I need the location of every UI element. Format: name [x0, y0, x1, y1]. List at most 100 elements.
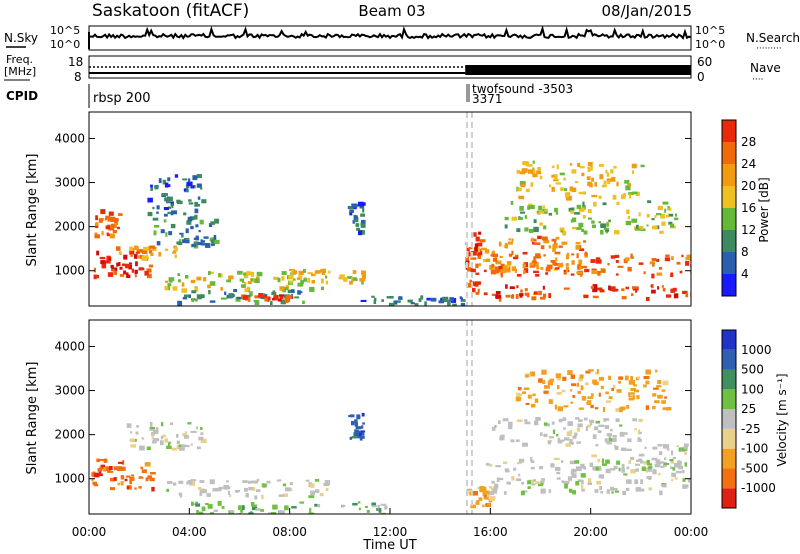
velocity-cell-4-18	[351, 420, 355, 426]
power-cell-12-77	[547, 265, 551, 269]
power-cell-8-10	[298, 270, 304, 275]
velocity-cell-1-15	[149, 427, 155, 431]
power-cell-14-39	[533, 291, 538, 295]
power-cell-4-38	[188, 178, 191, 183]
power-cell-16-77	[591, 194, 598, 198]
velocity-cell-8-7	[579, 374, 584, 379]
velocity-cell-8-91	[534, 398, 539, 403]
velocity-cell-6-43	[676, 470, 682, 474]
power-cell-13-50	[685, 256, 691, 260]
velocity-cell-2-39	[255, 489, 261, 492]
velocity-cell-0-19	[118, 461, 124, 464]
velocity-cell-2-34	[314, 479, 320, 482]
velocity-cell-8-83	[656, 385, 662, 388]
power-cell-14-54	[511, 295, 515, 299]
velocity-cell-1-3	[200, 438, 207, 444]
power-cell-13-58	[503, 266, 507, 271]
velocity-cell-6-42	[623, 473, 628, 476]
power-cell-4-28	[166, 200, 171, 204]
power-cell-9-8	[349, 206, 354, 210]
velocity-cell-0-13	[147, 475, 152, 480]
power-cbar-swatch-3	[722, 208, 736, 230]
power-cell-16-63	[587, 167, 591, 172]
velocity-cell-6-1	[635, 487, 641, 492]
power-cell-6-42	[302, 300, 305, 304]
velocity-cell-3-34	[291, 506, 297, 509]
velocity-cell-1-11	[200, 432, 204, 436]
power-cell-15-57	[600, 223, 607, 228]
velocity-cell-3-40	[268, 512, 273, 514]
power-cell-7-23	[264, 297, 268, 302]
power-cell-9-25	[360, 213, 365, 217]
power-cell-3-40	[213, 234, 217, 240]
velocity-cell-6-97	[575, 481, 580, 486]
power-cell-15-15	[583, 230, 588, 235]
velocity-cell-0-43	[113, 477, 117, 481]
power-cell-6-7	[209, 300, 216, 303]
power-cell-16-19	[613, 165, 617, 169]
velocity-cell-0-37	[144, 462, 151, 467]
power-cell-10-24	[420, 295, 424, 300]
velocity-cell-3-53	[371, 505, 377, 508]
power-cell-4-14	[174, 174, 179, 178]
velocity-cell-6-94	[616, 460, 620, 465]
velocity-cell-2-32	[212, 488, 218, 492]
power-cell-13-67	[550, 260, 556, 263]
power-cell-16-83	[552, 179, 559, 182]
velocity-ytick-label-1: 2000	[54, 428, 85, 442]
velocity-cell-3-56	[251, 504, 257, 507]
power-cell-13-84	[570, 273, 575, 276]
velocity-cell-7-13	[563, 427, 566, 430]
power-cell-12-49	[485, 258, 491, 262]
velocity-cell-9-36	[613, 465, 618, 470]
velocity-cell-6-40	[530, 460, 535, 463]
velocity-cell-8-84	[624, 375, 629, 381]
velocity-cell-1-10	[197, 446, 201, 450]
power-cell-16-74	[574, 181, 579, 184]
power-cell-5-9	[226, 279, 231, 283]
power-cell-8-32	[290, 269, 294, 274]
power-cell-14-58	[583, 294, 589, 299]
power-cell-13-55	[512, 256, 518, 260]
power-cell-10-6	[393, 300, 398, 305]
power-cell-15-19	[631, 218, 638, 223]
power-cell-10-27	[447, 300, 451, 306]
power-cell-14-56	[662, 288, 666, 292]
velocity-cell-6-92	[550, 463, 555, 468]
power-cell-0-39	[107, 272, 114, 277]
velocity-cell-6-50	[522, 490, 528, 493]
power-cell-15-60	[600, 229, 604, 235]
velocity-cell-6-53	[485, 463, 490, 466]
power-cell-15-100	[651, 225, 658, 230]
power-cell-1-22	[109, 233, 115, 239]
power-cell-2-13	[129, 246, 133, 252]
power-cell-12-4	[533, 261, 539, 267]
velocity-cell-7-38	[516, 419, 523, 422]
power-cell-16-54	[582, 191, 586, 195]
velocity-cell-8-76	[517, 386, 522, 391]
power-cell-15-43	[638, 212, 641, 217]
power-cell-4-4	[147, 211, 153, 217]
velocity-cell-1-23	[139, 445, 145, 451]
nave-label: Nave	[750, 61, 781, 75]
velocity-cell-6-127	[686, 484, 689, 488]
power-cell-12-76	[552, 244, 558, 249]
power-cell-10-10	[424, 301, 427, 306]
power-cell-16-72	[624, 179, 630, 184]
power-cell-1-29	[114, 223, 117, 227]
noise-strip: N.Sky 10^5 10^0 10^5 10^0 N.Search ·····…	[4, 24, 800, 54]
power-cell-4-27	[162, 193, 168, 196]
power-cell-13-12	[491, 263, 495, 268]
velocity-cell-6-111	[580, 473, 586, 478]
power-cell-12-38	[483, 258, 489, 263]
power-cell-16-37	[530, 182, 534, 187]
velocity-cell-6-90	[511, 476, 515, 481]
velocity-cell-8-79	[586, 402, 590, 405]
power-cell-13-17	[535, 253, 541, 258]
power-cell-4-41	[156, 211, 159, 214]
power-cell-16-64	[530, 170, 533, 174]
power-cell-6-2	[249, 292, 252, 297]
power-cell-1-18	[109, 216, 116, 222]
power-cell-16-78	[522, 161, 528, 166]
velocity-cell-5-9	[477, 486, 481, 490]
